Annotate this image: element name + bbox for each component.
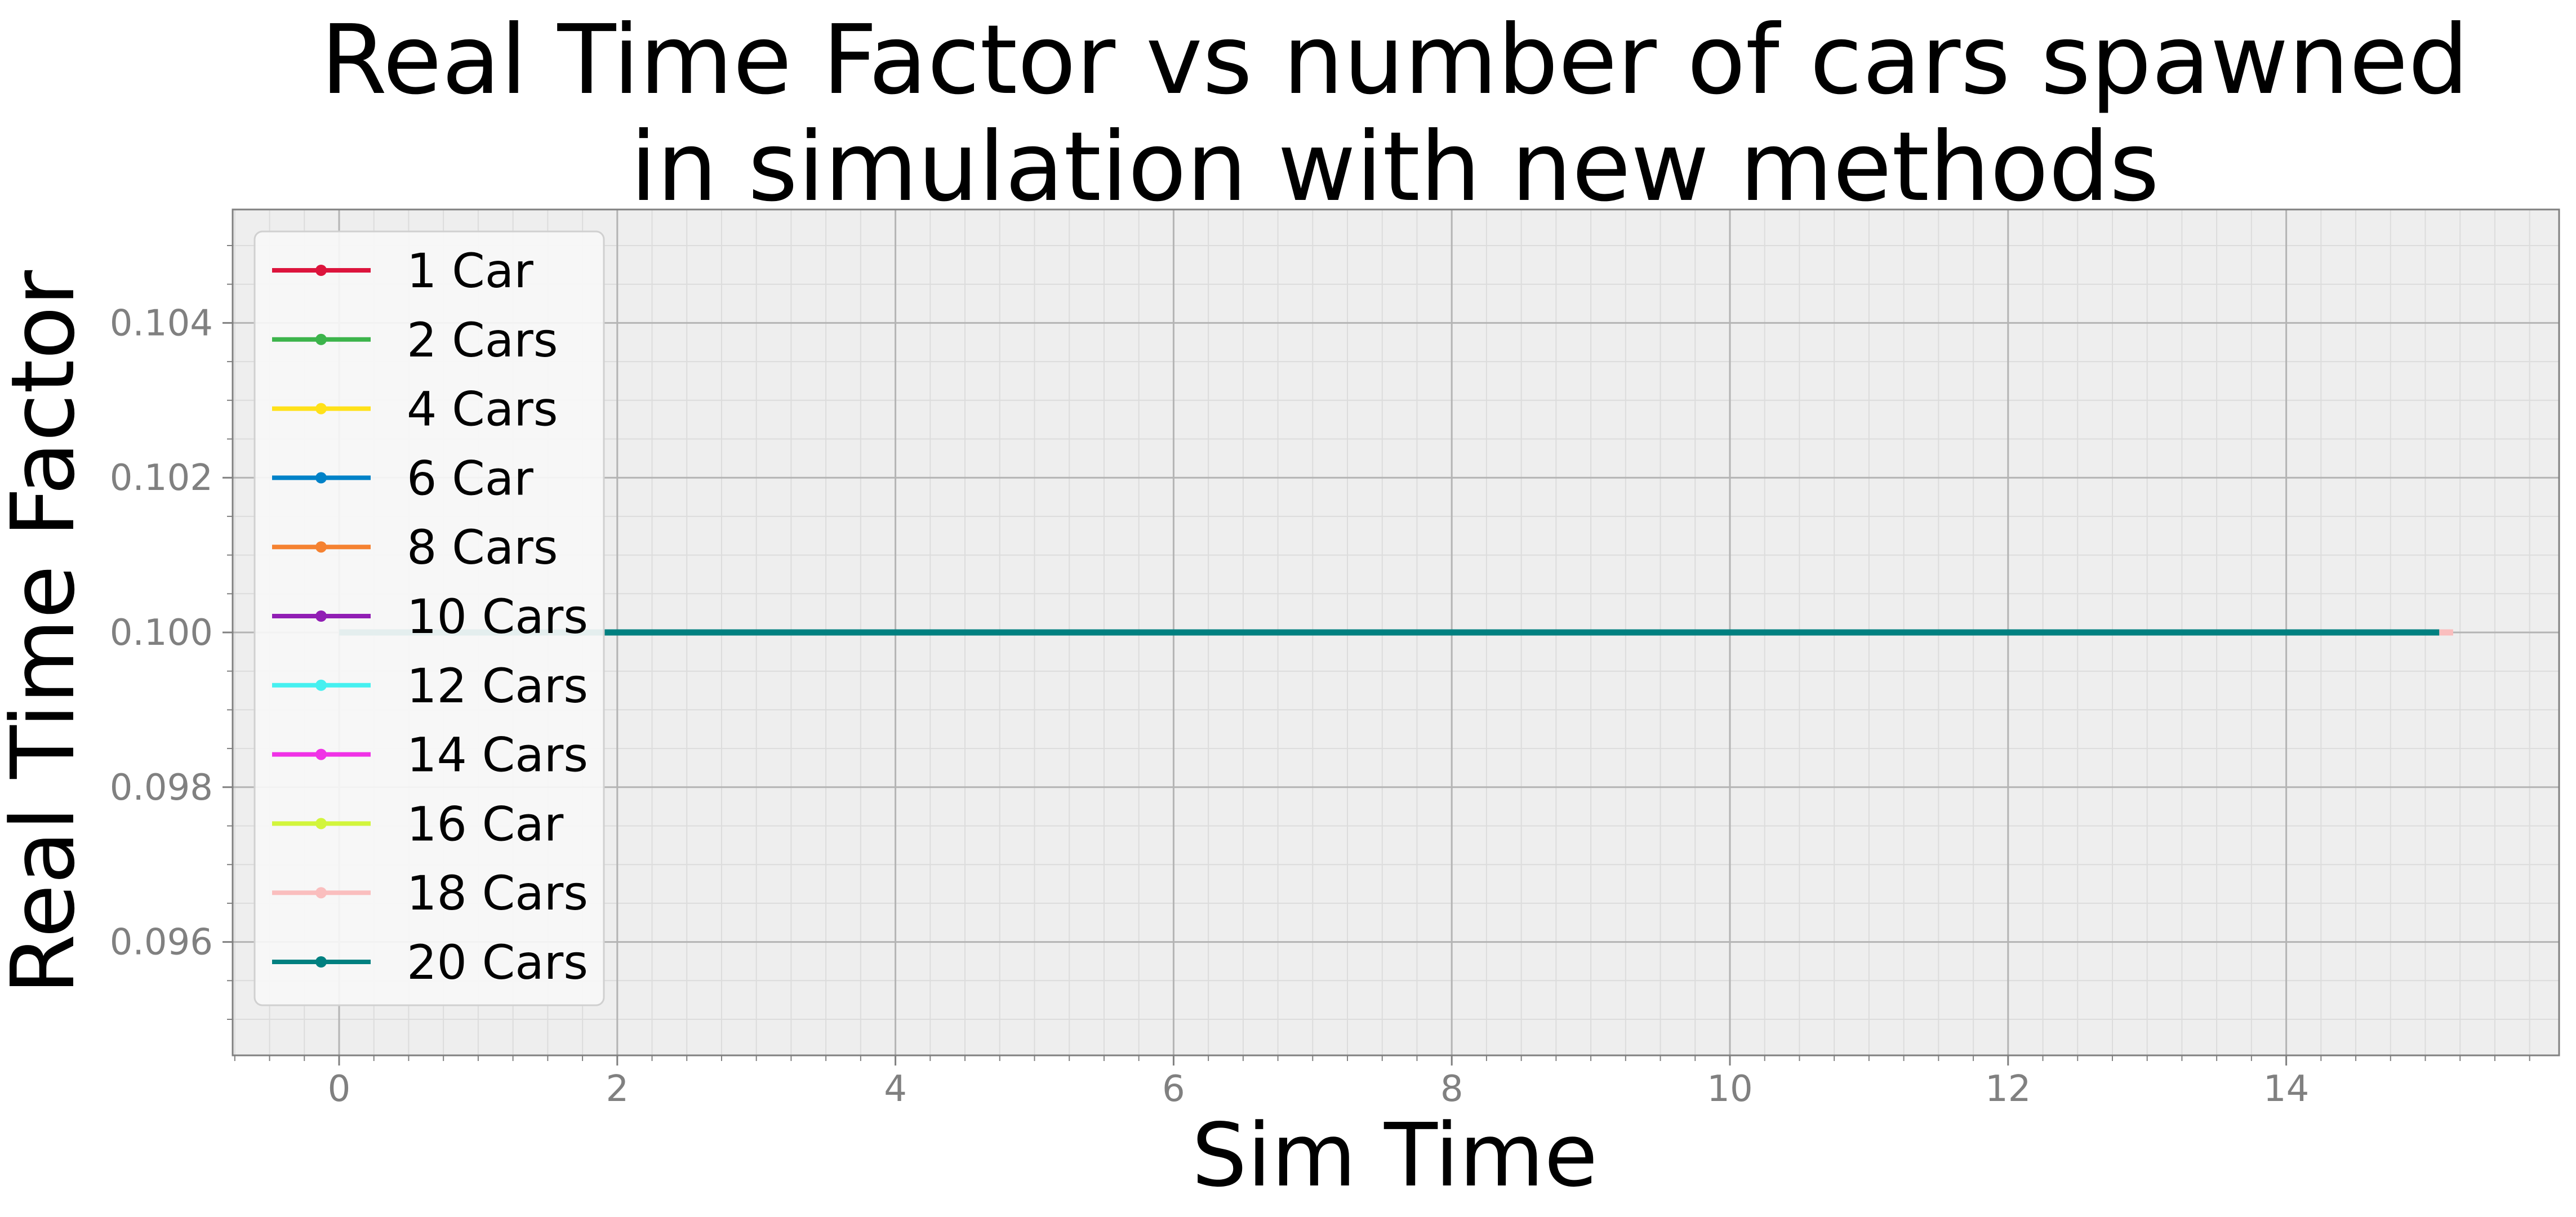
legend-swatch-marker	[315, 748, 327, 760]
legend-label: 6 Car	[407, 451, 533, 506]
y-tick-label: 0.098	[110, 767, 213, 809]
legend-label: 20 Cars	[407, 935, 588, 990]
legend-swatch-marker	[315, 887, 327, 899]
y-tick-label: 0.102	[110, 457, 213, 499]
legend-label: 4 Cars	[407, 382, 558, 437]
legend-label: 14 Cars	[407, 728, 588, 783]
legend-label: 2 Cars	[407, 313, 558, 368]
x-axis-label: Sim Time	[1191, 1104, 1598, 1206]
chart-title-line-2: in simulation with new methods	[630, 112, 2159, 223]
legend-swatch-marker	[315, 472, 327, 484]
y-axis-label: Real Time Factor	[0, 270, 94, 995]
y-tick-label: 0.104	[110, 302, 213, 344]
legend-label: 12 Cars	[407, 658, 588, 714]
legend-label: 8 Cars	[407, 520, 558, 575]
x-tick-label: 14	[2263, 1068, 2309, 1110]
legend-swatch-marker	[315, 265, 327, 276]
legend-swatch-marker	[315, 541, 327, 553]
legend-label: 1 Car	[407, 243, 533, 298]
x-tick-label: 2	[606, 1068, 629, 1110]
legend-swatch-marker	[315, 610, 327, 622]
x-tick-label: 6	[1162, 1068, 1185, 1110]
legend: 1 Car 2 Cars 4 Cars 6 Car 8 Cars 10 Cars 12 Ca…	[253, 230, 605, 1006]
legend-swatch-marker	[315, 403, 327, 414]
x-tick-label: 12	[1985, 1068, 2031, 1110]
legend-label: 16 Car	[407, 796, 564, 852]
legend-swatch-marker	[315, 956, 327, 968]
axis-ticks: 0 2 4 6 8 10 12 14 0.096 0.098 0.100 0.102 0.104	[110, 245, 2530, 1110]
legend-swatch-marker	[315, 679, 327, 691]
x-tick-label: 4	[884, 1068, 907, 1110]
legend-box	[253, 230, 605, 1006]
chart-title-line-1: Real Time Factor vs number of cars spawn…	[321, 5, 2469, 116]
legend-swatch-marker	[315, 818, 327, 830]
legend-swatch-marker	[315, 333, 327, 345]
y-tick-label: 0.100	[110, 612, 213, 654]
y-tick-label: 0.096	[110, 922, 213, 964]
legend-label: 18 Cars	[407, 866, 588, 921]
x-tick-label: 8	[1440, 1068, 1463, 1110]
x-tick-label: 0	[328, 1068, 351, 1110]
x-tick-label: 10	[1707, 1068, 1752, 1110]
legend-label: 10 Cars	[407, 589, 588, 644]
